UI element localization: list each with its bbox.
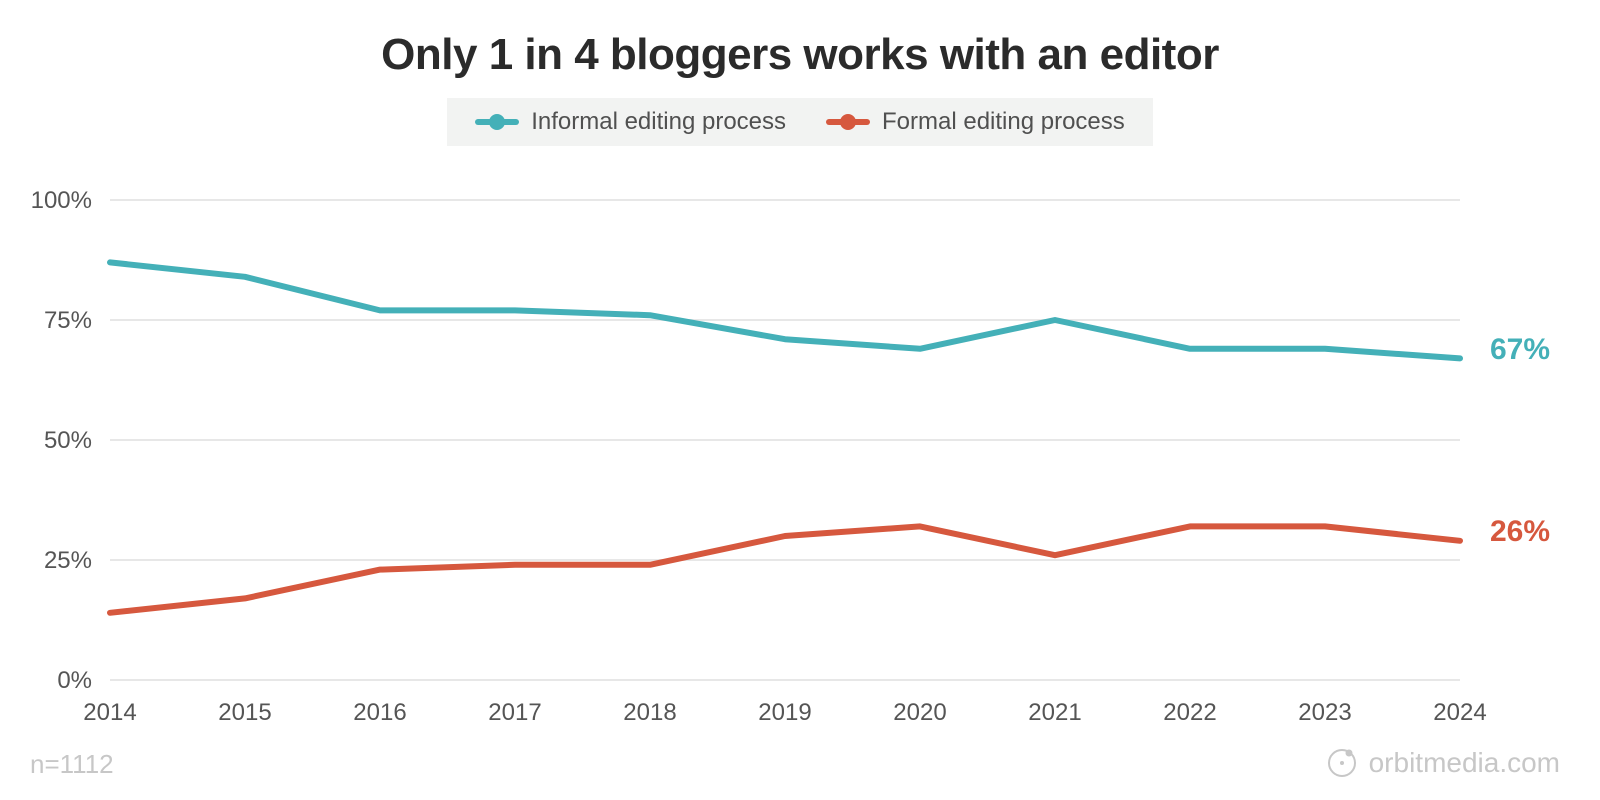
svg-text:2014: 2014 (83, 699, 136, 726)
orbit-logo-icon (1325, 746, 1359, 780)
svg-text:2022: 2022 (1163, 699, 1216, 726)
series-end-label: 67% (1490, 333, 1550, 367)
brand-attribution: orbitmedia.com (1325, 746, 1560, 780)
series-end-label: 26% (1490, 515, 1550, 549)
sample-size-text: n=1112 (30, 749, 114, 780)
brand-text: orbitmedia.com (1369, 747, 1560, 779)
chart-container: Only 1 in 4 bloggers works with an edito… (0, 0, 1600, 800)
svg-text:2023: 2023 (1298, 699, 1351, 726)
svg-text:2018: 2018 (623, 699, 676, 726)
svg-text:0%: 0% (57, 667, 92, 694)
svg-text:2015: 2015 (218, 699, 271, 726)
svg-text:2016: 2016 (353, 699, 406, 726)
svg-text:2021: 2021 (1028, 699, 1081, 726)
line-chart: 0% 25% 50% 75% 100% 2014 2015 2016 2017 2018 2019 2… (0, 0, 1600, 800)
svg-text:2024: 2024 (1433, 699, 1486, 726)
svg-text:100%: 100% (31, 187, 92, 214)
svg-text:2017: 2017 (488, 699, 541, 726)
svg-text:25%: 25% (44, 547, 92, 574)
svg-text:50%: 50% (44, 427, 92, 454)
svg-text:75%: 75% (44, 307, 92, 334)
svg-text:2020: 2020 (893, 699, 946, 726)
svg-text:2019: 2019 (758, 699, 811, 726)
